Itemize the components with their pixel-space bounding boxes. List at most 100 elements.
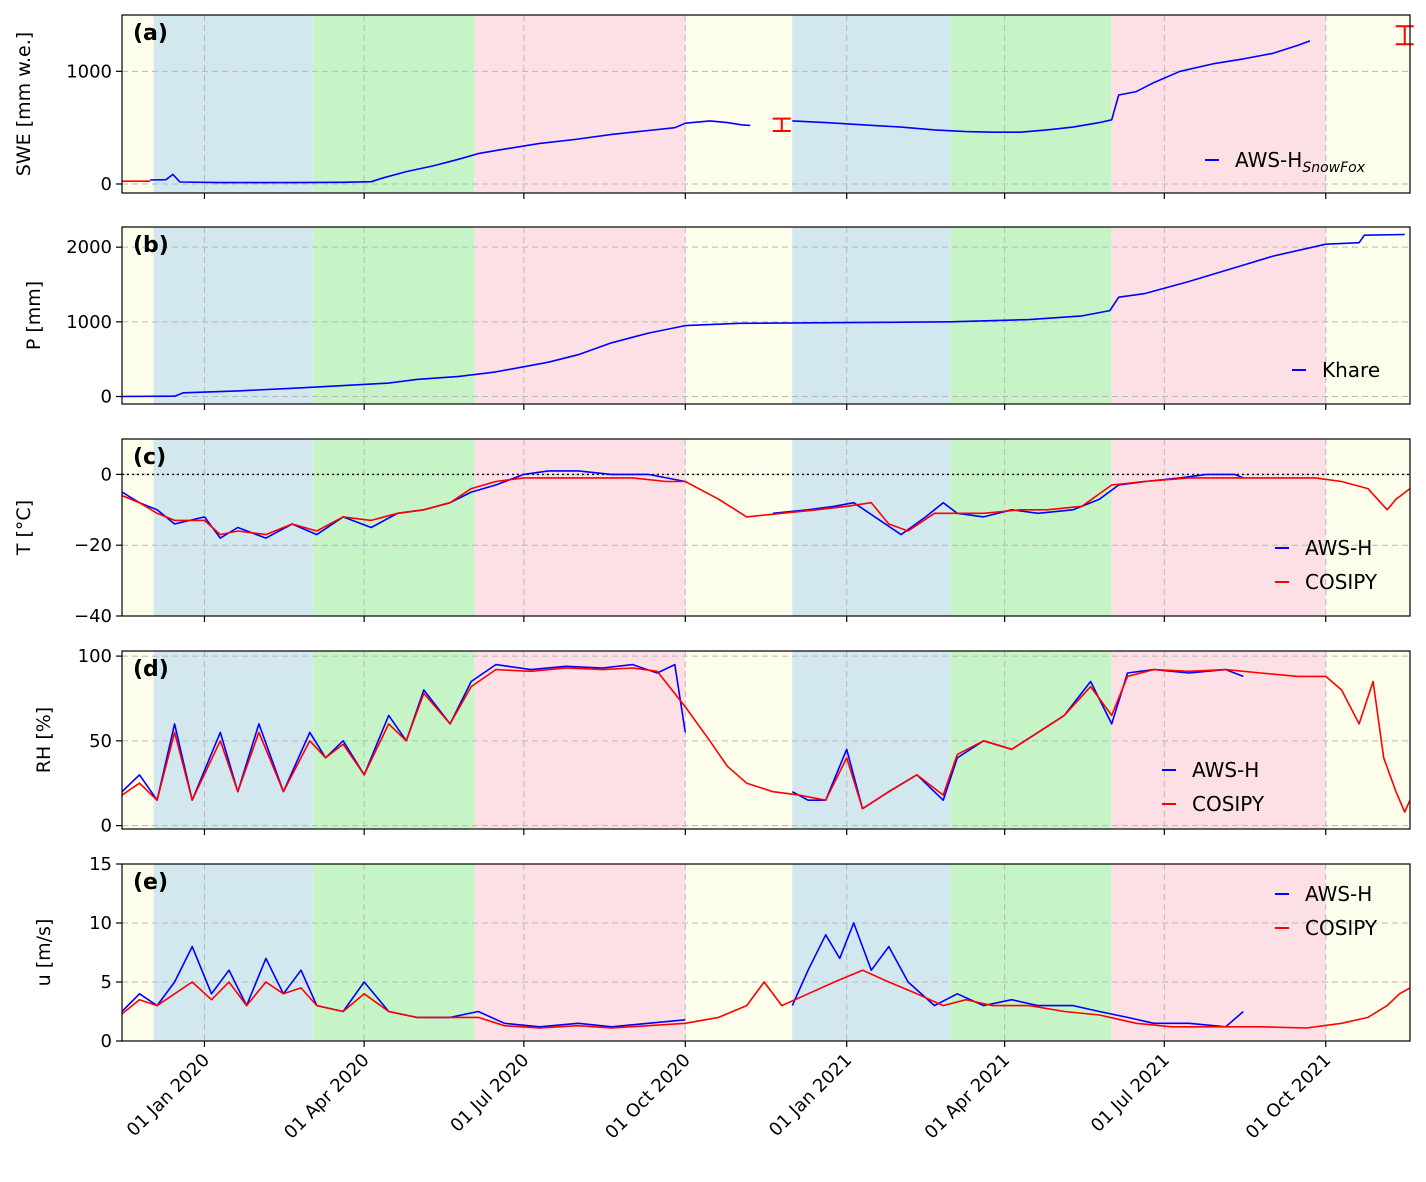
season-band <box>685 864 793 1041</box>
season-band <box>474 439 686 616</box>
season-band <box>153 227 314 404</box>
y-tick-label: 5 <box>101 972 112 993</box>
season-band <box>1111 864 1326 1041</box>
series-group <box>122 233 1405 398</box>
season-band <box>792 227 951 404</box>
season-band <box>1325 227 1410 404</box>
panel-3: 0 50 100 RH [%] (d) AWS-H COSIPY <box>33 646 1411 837</box>
season-band <box>153 864 314 1041</box>
season-band <box>685 439 793 616</box>
panel-frame <box>121 438 1411 617</box>
season-band <box>474 227 686 404</box>
legend-label: COSIPY <box>1305 916 1378 940</box>
season-band <box>792 439 951 616</box>
season-band <box>685 15 793 193</box>
season-band <box>1111 651 1326 829</box>
x-tick-label: 01 Oct 2021 <box>1242 1050 1336 1144</box>
season-band <box>792 864 951 1041</box>
y-tick-label: −20 <box>74 535 112 556</box>
y-tick-label: 10 <box>89 913 112 934</box>
panel-frame <box>121 14 1411 194</box>
season-band <box>122 227 154 404</box>
series-group <box>122 40 1311 184</box>
season-band <box>122 864 154 1041</box>
season-band <box>122 651 154 829</box>
series-line-aws-h <box>122 470 686 539</box>
y-tick-label: 50 <box>89 731 112 752</box>
y-axis-label: P [mm] <box>23 281 45 350</box>
series-line-aws-h-snowfox <box>792 40 1311 133</box>
season-band <box>685 227 793 404</box>
x-tick-label: 01 Jan 2020 <box>123 1050 214 1141</box>
panel-label: (c) <box>133 445 166 470</box>
y-tick-label: 2000 <box>66 237 112 258</box>
season-band <box>1325 651 1410 829</box>
season-band <box>1325 439 1410 616</box>
legend-label: AWS-H <box>1305 882 1372 906</box>
season-band <box>153 651 314 829</box>
x-tick-label: 01 Jul 2021 <box>1087 1050 1174 1137</box>
y-tick-label: 0 <box>101 387 112 408</box>
y-tick-label: 0 <box>101 816 112 837</box>
season-band <box>474 651 686 829</box>
season-band <box>1111 15 1326 193</box>
season-band <box>313 439 475 616</box>
season-band <box>153 439 314 616</box>
panel-label: (a) <box>133 21 168 46</box>
x-tick-label: 01 Jul 2020 <box>446 1050 533 1137</box>
x-tick-label: 01 Apr 2020 <box>280 1050 374 1144</box>
y-tick-label: 0 <box>101 174 112 195</box>
panel-1: 0 1000 2000 P [mm] (b) Khare <box>23 226 1411 410</box>
x-tick-label: 01 Oct 2020 <box>601 1050 695 1144</box>
y-tick-label: 1000 <box>66 312 112 333</box>
season-band <box>1325 864 1410 1041</box>
series-group <box>122 470 1410 539</box>
series-line-aws-h <box>791 922 1244 1028</box>
series-line-khare <box>122 233 1405 398</box>
panel-frame <box>121 650 1411 830</box>
series-group <box>122 663 1410 813</box>
series-line-cosipy <box>122 477 1410 536</box>
season-band <box>122 439 154 616</box>
y-axis-label: SWE [mm w.e.] <box>13 32 35 176</box>
x-tick-label: 01 Apr 2021 <box>921 1050 1015 1144</box>
series-line-cosipy <box>122 969 1410 1029</box>
y-tick-label: 100 <box>78 646 112 667</box>
panel-frame <box>121 863 1411 1042</box>
panel-label: (b) <box>133 233 169 258</box>
legend-label: AWS-H <box>1192 758 1259 782</box>
panel-label: (d) <box>133 657 169 682</box>
season-band <box>1111 227 1326 404</box>
panel-2: −40 −20 0 T [°C] (c) AWS-H COSIPY <box>13 438 1411 627</box>
season-band <box>950 15 1112 193</box>
legend-label: Khare <box>1322 358 1380 382</box>
season-band <box>153 15 314 193</box>
season-band <box>1111 439 1326 616</box>
season-band <box>950 864 1112 1041</box>
season-band <box>474 864 686 1041</box>
x-tick-label: 01 Jan 2021 <box>765 1050 856 1141</box>
season-band <box>122 15 154 193</box>
y-tick-label: 1000 <box>66 61 112 82</box>
legend-label: COSIPY <box>1305 570 1378 594</box>
series-line-aws-h-snowfox <box>150 120 751 184</box>
panel-label: (e) <box>133 870 168 895</box>
y-tick-label: 0 <box>101 1031 112 1052</box>
panel-frame <box>121 226 1411 405</box>
y-tick-label: 0 <box>101 464 112 485</box>
y-axis-label: RH [%] <box>33 707 55 773</box>
y-tick-label: −40 <box>74 606 112 627</box>
legend-label: COSIPY <box>1192 792 1265 816</box>
season-band <box>792 15 951 193</box>
season-band <box>313 864 475 1041</box>
season-band <box>685 651 793 829</box>
series-line-cosipy <box>122 667 1410 813</box>
panel-4: 0 5 10 15 u [m/s] (e) AWS-H COSIPY <box>33 854 1411 1052</box>
y-tick-label: 15 <box>89 854 112 875</box>
season-band <box>950 651 1112 829</box>
series-group <box>122 922 1410 1029</box>
season-band <box>313 651 475 829</box>
y-axis-label: u [m/s] <box>33 919 55 987</box>
